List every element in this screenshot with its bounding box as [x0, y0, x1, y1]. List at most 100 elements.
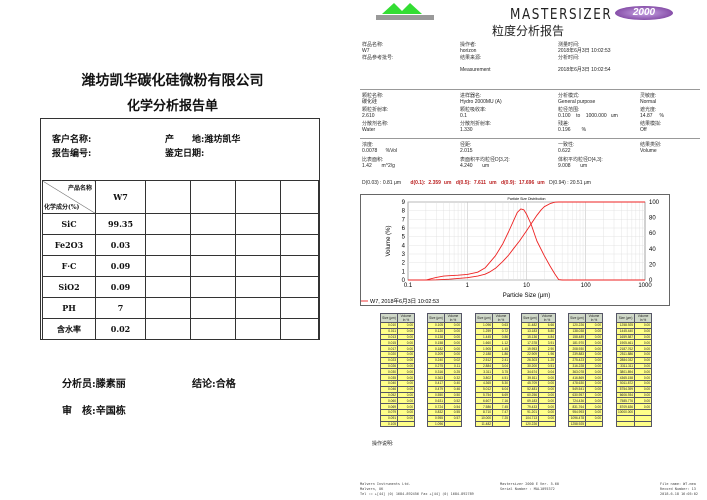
conclusion: 合格	[215, 379, 236, 390]
x-axis-label: Particle Size (μm)	[503, 293, 550, 299]
x-tick-label: 1	[466, 283, 470, 289]
header-product: 产品名称	[67, 185, 92, 192]
table-row: 13.183 5.80	[521, 327, 556, 335]
unit: um	[537, 180, 545, 186]
y2-tick-label: 60	[649, 231, 656, 237]
field-label: 分散剂折射率:	[460, 121, 492, 127]
table-row: F·C 0.09	[42, 255, 319, 277]
size-cell: 0.105	[380, 420, 398, 428]
empty-cell	[235, 255, 281, 277]
table-row: 11.482	[475, 420, 510, 428]
y-tick-label: 6	[402, 226, 406, 232]
percentile-line: D(0.03) : 0.81 μm d(0.1): 2.359 um d(0.5):…	[362, 180, 599, 186]
field-value: 1.330	[460, 127, 473, 133]
volume-header: Volume In %	[585, 313, 603, 323]
y-axis-label: Volume (%)	[386, 225, 392, 256]
field-label: 结果模拟:	[640, 121, 662, 127]
volume-cell	[634, 420, 653, 428]
report-box	[40, 118, 320, 340]
unit: um	[443, 180, 452, 186]
empty-cell	[280, 276, 319, 298]
field-label: 灵敏度:	[640, 93, 657, 99]
meta-label: 样品参考批号:	[362, 55, 394, 61]
y2-tick-label: 20	[649, 262, 656, 268]
field-value: 0.0078 %Vol	[362, 148, 398, 154]
table-row: SiO2 0.09	[42, 276, 319, 298]
d05-label: d(0.5):	[455, 180, 471, 186]
origin-value: 潍坊凯华	[204, 135, 241, 145]
meta-label: 结果来源:	[460, 55, 482, 61]
table-corner-header: 产品名称 化学成分(%)	[42, 180, 96, 214]
y2-tick-label: 0	[649, 278, 653, 284]
field-value: 碳化硅	[362, 99, 378, 105]
field-label: 颗粒名称:	[362, 93, 384, 99]
empty-cell	[190, 297, 236, 319]
component-name: SiC	[42, 213, 96, 235]
field-label: 颗粒吸收率:	[460, 107, 487, 113]
x-tick-label: 1000	[638, 283, 652, 289]
empty-cell	[145, 318, 191, 340]
report-title: 粒度分析报告	[492, 24, 565, 38]
reviewer: 辛国栋	[95, 406, 126, 417]
empty-cell	[280, 255, 319, 277]
field-label: 浓度:	[362, 142, 374, 148]
field-label: 残差:	[558, 121, 570, 127]
empty-cell	[190, 318, 236, 340]
volume-header: Volume In %	[444, 313, 462, 323]
component-name: PH	[42, 297, 96, 319]
size-header: Size (μm)	[427, 313, 445, 323]
d01-label: d(0.1):	[410, 180, 426, 186]
divider	[360, 89, 700, 90]
company-name: 潍坊凯华碳化硅微粉有限公司	[81, 73, 264, 89]
unit: um	[489, 180, 497, 186]
size-cell: 11.482	[475, 420, 493, 428]
field-value: 0.196 %	[558, 127, 587, 133]
report-title: 化学分析报告单	[126, 99, 218, 114]
size-header: Size (μm)	[568, 313, 586, 323]
empty-cell	[145, 276, 191, 298]
empty-cell	[190, 213, 236, 235]
component-name: Fe2O3	[42, 234, 96, 256]
size-header: Size (μm)	[475, 313, 493, 323]
y-tick-label: 3	[402, 252, 406, 258]
empty-cell	[235, 318, 281, 340]
meta-value: 2018年6月3日 10:02:53	[558, 48, 611, 54]
y-tick-label: 0	[402, 278, 406, 284]
d01-value: 2.359	[428, 180, 441, 186]
component-name: F·C	[42, 255, 96, 277]
y-tick-label: 5	[402, 235, 406, 241]
reviewer-label: 审 核:	[62, 406, 96, 417]
d003: D(0.03) : 0.81 μm	[362, 180, 402, 186]
d09-label: d(0.9):	[500, 180, 516, 186]
footer-center: Mastersizer 2000 E Ver. 5.60 Serial Numb…	[500, 482, 560, 491]
size-cell	[615, 420, 636, 428]
meta-value: 2018年6月3日 10:02:54	[558, 67, 611, 73]
field-value: General purpose	[558, 99, 596, 105]
volume-header: Volume In %	[492, 313, 510, 323]
brand-badge: 2000	[615, 6, 673, 20]
empty-cell	[190, 255, 236, 277]
empty-cell	[280, 213, 319, 235]
volume-cell	[397, 420, 415, 428]
field-label: 一致性:	[558, 142, 575, 148]
cumulative-curve	[408, 201, 645, 281]
empty-cell	[235, 213, 281, 235]
meta-value: W7	[362, 48, 370, 54]
empty-cell	[145, 297, 191, 319]
field-label: 体积平均粒径D[4,3]:	[558, 157, 603, 163]
y-tick-label: 2	[402, 261, 406, 267]
y-tick-label: 1	[402, 269, 406, 275]
frequency-curve	[408, 208, 645, 281]
divider	[360, 138, 700, 139]
particle-size-chart: 0.1 1 10 100 10000123456789020406080100Parti…	[361, 197, 660, 305]
y2-tick-label: 80	[649, 216, 656, 222]
empty-cell	[280, 234, 319, 256]
field-label: 比表面积:	[362, 157, 384, 163]
conclusion-label: 结论:	[192, 379, 216, 390]
field-value: 2.015	[460, 148, 473, 154]
field-value: 14.87 %	[640, 113, 664, 119]
footer-left: Malvern Instruments Ltd. Malvern, UK Tel…	[360, 482, 474, 496]
size-table: Size (μm) Volume In % 11.482 6.66 13.183 5.80…	[521, 313, 556, 428]
volume-cell	[538, 420, 556, 428]
field-label: 径距:	[460, 142, 472, 148]
